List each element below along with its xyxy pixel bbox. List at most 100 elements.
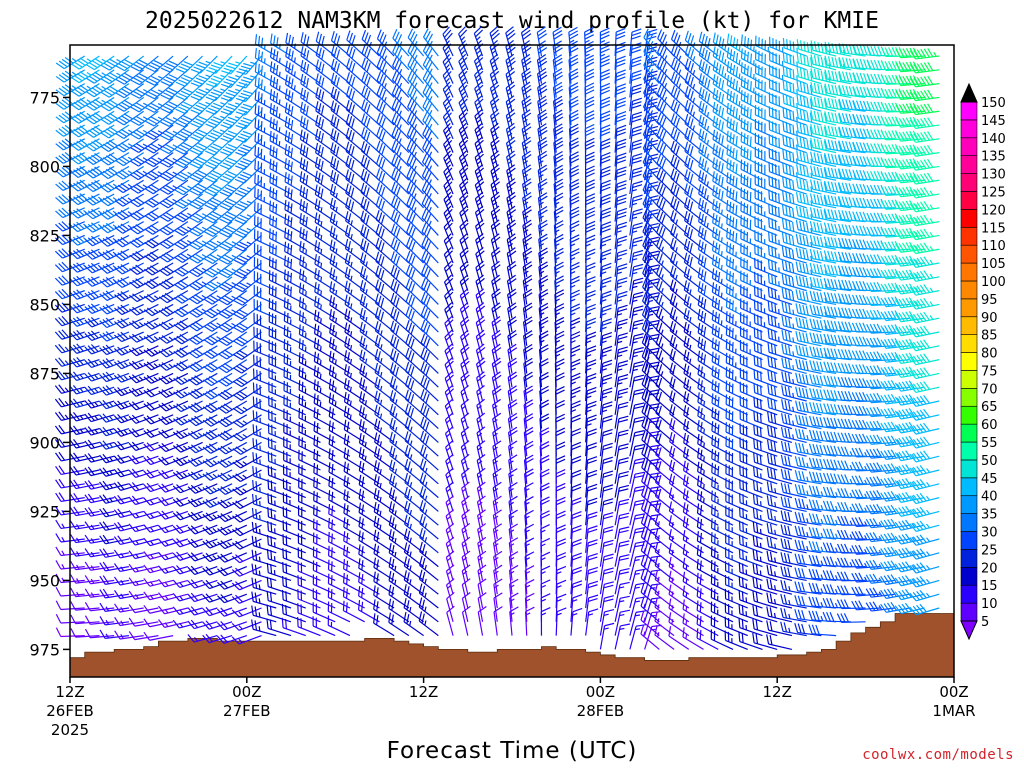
barb-flag — [328, 531, 330, 542]
barb-flag — [100, 105, 110, 112]
barb-flag — [73, 61, 83, 68]
wind-barb — [99, 358, 130, 369]
barb-staff — [61, 469, 85, 476]
barb-flag — [55, 573, 62, 583]
barb-half-flag — [364, 441, 367, 447]
barb-half-flag — [349, 358, 353, 365]
barb-flag — [84, 454, 92, 463]
barb-flag — [275, 162, 278, 173]
barb-flag — [120, 223, 130, 231]
barb-flag — [69, 238, 78, 246]
barb-flag — [58, 74, 68, 81]
wind-barb — [99, 344, 130, 356]
barb-flag — [88, 156, 97, 164]
barb-flag — [69, 466, 77, 476]
barb-flag — [69, 426, 77, 435]
wind-barb — [69, 343, 100, 354]
barb-flag — [55, 62, 65, 70]
barb-staff — [91, 317, 115, 328]
barb-flag — [76, 329, 84, 338]
barb-flag — [298, 366, 301, 377]
barb-flag — [301, 367, 304, 378]
wind-barb — [99, 588, 130, 599]
barb-flag — [275, 231, 278, 242]
barb-flag — [281, 617, 284, 628]
barb-flag — [79, 57, 89, 64]
barb-flag — [286, 285, 289, 295]
barb-flag — [115, 146, 124, 153]
barb-flag — [254, 117, 257, 128]
barb-flag — [58, 114, 68, 122]
barb-staff — [60, 524, 85, 530]
barb-flag — [270, 522, 273, 533]
barb-half-flag — [86, 71, 92, 76]
barb-flag — [105, 358, 114, 367]
barb-flag — [123, 72, 134, 79]
barb-staff — [62, 221, 85, 232]
barb-flag — [120, 209, 130, 217]
barb-flag — [123, 86, 134, 93]
barb-staff — [90, 635, 115, 639]
barb-flag — [88, 115, 98, 123]
barb-flag — [72, 263, 81, 272]
wind-barb — [69, 316, 100, 327]
barb-flag — [99, 562, 106, 572]
barb-flag — [100, 131, 110, 139]
barb-staff — [106, 303, 130, 315]
barb-flag — [84, 521, 92, 531]
barb-flag — [58, 411, 66, 420]
wind-barb — [84, 179, 115, 193]
barb-flag — [298, 352, 301, 363]
wind-barb — [84, 262, 115, 274]
barb-staff — [105, 635, 130, 639]
barb-half-flag — [320, 207, 323, 213]
barb-flag — [73, 425, 81, 435]
barb-flag — [255, 425, 258, 436]
barb-flag — [345, 588, 348, 599]
barb-flag — [90, 222, 100, 230]
barb-flag — [58, 343, 66, 353]
barb-flag — [64, 57, 74, 64]
barb-flag — [106, 128, 115, 135]
barb-flag — [54, 412, 62, 421]
barb-half-flag — [305, 277, 307, 283]
barb-flag — [73, 452, 80, 462]
barb-flag — [270, 480, 273, 491]
barb-flag — [69, 372, 77, 381]
barb-flag — [118, 63, 128, 70]
barb-half-flag — [293, 85, 296, 91]
barb-flag — [70, 76, 80, 84]
barb-flag — [102, 238, 112, 246]
barb-flag — [121, 74, 131, 81]
barb-flag — [99, 481, 107, 491]
barb-flag — [58, 155, 67, 163]
barb-flag — [99, 320, 108, 328]
barb-half-flag — [319, 346, 322, 352]
barb-flag — [55, 237, 63, 246]
barb-flag — [102, 413, 110, 422]
barb-staff — [90, 538, 115, 544]
barb-flag — [84, 373, 92, 382]
barb-flag — [69, 533, 77, 543]
wind-barb — [70, 96, 100, 111]
barb-staff — [90, 579, 115, 585]
barb-half-flag — [79, 387, 84, 393]
barb-staff — [105, 621, 130, 626]
barb-flag — [94, 71, 104, 78]
barb-flag — [260, 107, 263, 118]
barb-flag — [76, 113, 86, 121]
barb-flag — [102, 494, 110, 503]
barb-flag — [331, 477, 334, 488]
barb-flag — [109, 112, 118, 120]
barb-half-flag — [320, 290, 322, 296]
barb-flag — [91, 87, 101, 94]
barb-flag — [84, 480, 92, 490]
barb-flag — [79, 138, 89, 146]
barb-staff — [60, 483, 85, 489]
barb-flag — [72, 250, 82, 258]
barb-half-flag — [108, 483, 113, 489]
barb-flag — [331, 491, 334, 502]
barb-flag — [102, 157, 112, 164]
barb-flag — [61, 248, 70, 256]
barb-flag — [87, 480, 95, 489]
